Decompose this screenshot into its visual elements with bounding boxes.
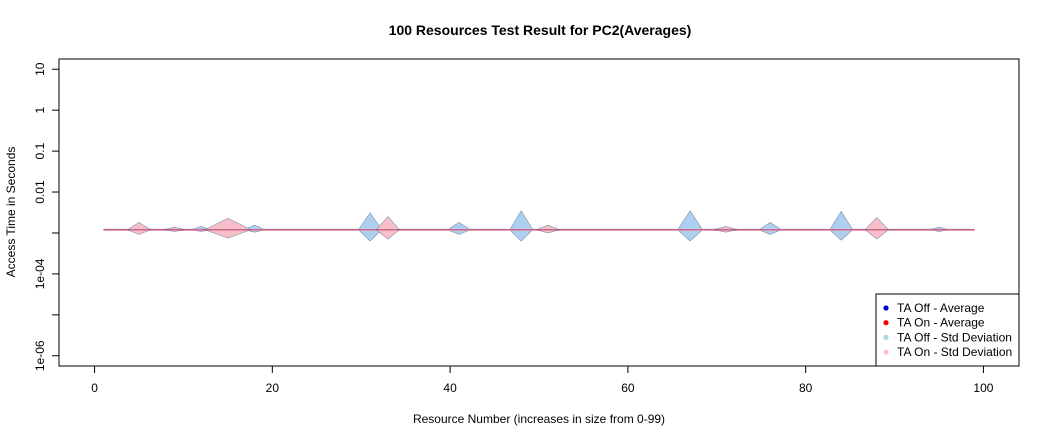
legend-label: TA On - Std Deviation — [897, 345, 1012, 359]
y-tick-label: 0.01 — [33, 180, 47, 204]
x-tick-label: 20 — [266, 381, 280, 395]
ta-on-std-spike — [535, 224, 561, 234]
y-tick-label: 10 — [33, 62, 47, 76]
ta-on-std-spike — [204, 217, 252, 239]
y-tick-label: 1 — [33, 107, 47, 114]
legend-label: TA Off - Average — [897, 301, 985, 315]
plot-frame — [58, 58, 1020, 367]
legend-box — [875, 293, 1020, 367]
x-axis: 0 20 40 60 80 100 — [91, 365, 994, 395]
ta-off-std-spike — [829, 210, 854, 241]
legend-swatch — [883, 334, 889, 340]
x-tick-label: 0 — [91, 381, 98, 395]
x-tick-label: 60 — [621, 381, 635, 395]
y-tick-label: 1e-06 — [33, 340, 47, 371]
legend-label: TA On - Average — [897, 316, 985, 330]
std-deviation-bands — [103, 210, 975, 242]
y-tick-label: 1e-04 — [33, 258, 47, 289]
x-tick-label: 100 — [973, 381, 993, 395]
ta-off-std-spike — [677, 210, 703, 242]
x-tick-label: 80 — [799, 381, 813, 395]
legend-swatch — [883, 305, 889, 311]
legend-swatch — [883, 349, 889, 355]
ta-on-std-spike — [375, 216, 400, 240]
ta-off-std-spike — [446, 222, 472, 235]
ta-off-std-spike — [757, 222, 783, 235]
legend-label: TA Off - Std Deviation — [897, 330, 1012, 344]
y-axis: 10 1 0.1 0.01 1e-04 1e-06 — [33, 62, 60, 371]
x-tick-label: 40 — [443, 381, 457, 395]
chart-title: 100 Resources Test Result for PC2(Averag… — [389, 22, 692, 38]
ta-on-std-spike — [864, 216, 889, 240]
legend-swatch — [883, 320, 889, 326]
ta-off-std-spike — [358, 212, 383, 242]
y-tick-label: 0.1 — [33, 142, 47, 159]
x-axis-label: Resource Number (increases in size from … — [413, 412, 665, 426]
ta-on-std-spike — [126, 222, 152, 235]
y-axis-label: Access Time in Seconds — [4, 147, 18, 278]
ta-off-std-spike — [509, 210, 534, 242]
